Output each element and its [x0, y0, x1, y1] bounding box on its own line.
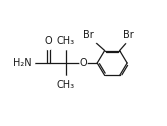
Text: Br: Br — [123, 30, 134, 40]
Text: O: O — [80, 58, 87, 68]
Circle shape — [45, 43, 52, 50]
Text: CH₃: CH₃ — [57, 36, 75, 46]
Text: CH₃: CH₃ — [57, 80, 75, 90]
Circle shape — [80, 59, 87, 67]
Text: O: O — [45, 36, 52, 46]
Circle shape — [125, 36, 132, 43]
Text: H₂N: H₂N — [13, 58, 31, 68]
Circle shape — [63, 76, 69, 83]
Circle shape — [28, 59, 35, 67]
Circle shape — [63, 43, 69, 50]
Text: Br: Br — [83, 30, 94, 40]
Circle shape — [90, 36, 97, 43]
